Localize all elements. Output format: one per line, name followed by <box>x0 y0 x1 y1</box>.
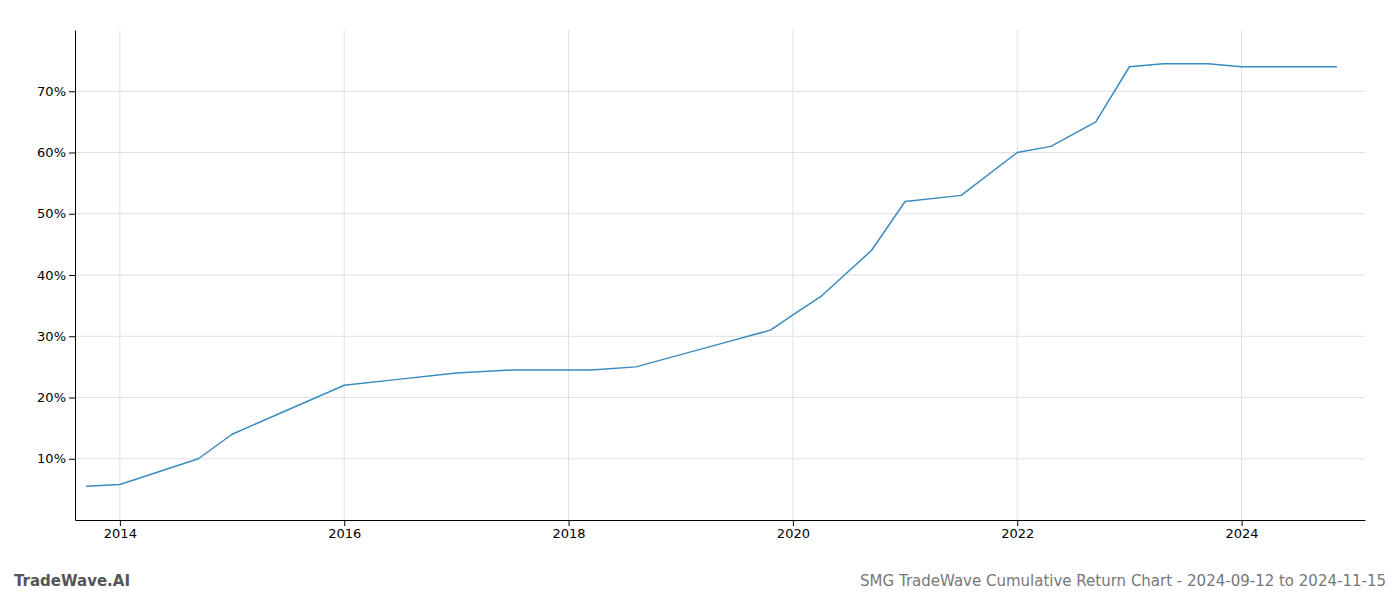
tick-mark <box>344 520 345 526</box>
tick-label: 2020 <box>777 526 810 541</box>
axis-line <box>75 31 76 521</box>
tick-mark <box>69 459 75 460</box>
tick: 2016 <box>328 520 361 541</box>
tick: 40% <box>37 268 75 283</box>
tick-label: 60% <box>37 145 66 160</box>
tick-label: 40% <box>37 268 66 283</box>
tick-label: 70% <box>37 84 66 99</box>
tick: 20% <box>37 390 75 405</box>
tick: 30% <box>37 329 75 344</box>
tick: 2020 <box>777 520 810 541</box>
tick-label: 2014 <box>104 526 137 541</box>
grid-line <box>75 275 1365 276</box>
tick: 2022 <box>1001 520 1034 541</box>
tick-mark <box>69 153 75 154</box>
tick-mark <box>1017 520 1018 526</box>
title: SMG TradeWave Cumulative Return Chart - … <box>860 572 1386 590</box>
tick-label: 2018 <box>553 526 586 541</box>
tick-mark <box>120 520 121 526</box>
grid-line <box>75 91 1365 92</box>
tick-mark <box>69 91 75 92</box>
tick-mark <box>69 275 75 276</box>
tick-label: 30% <box>37 329 66 344</box>
tick-label: 2024 <box>1226 526 1259 541</box>
tick: 2018 <box>553 520 586 541</box>
marks <box>86 64 1337 487</box>
y-axis: 10% 20% 30% 40% 50% 60% 70% <box>37 31 75 521</box>
tick-label: 10% <box>37 451 66 466</box>
tick-mark <box>69 214 75 215</box>
tick-mark <box>569 520 570 526</box>
tick-label: 2022 <box>1001 526 1034 541</box>
tick: 2014 <box>104 520 137 541</box>
tick-label: 20% <box>37 390 66 405</box>
tick-mark <box>69 336 75 337</box>
axis-line <box>76 520 1366 521</box>
tick-mark <box>1242 520 1243 526</box>
x-axis: 2014 2016 2018 2020 2022 2024 <box>76 520 1366 541</box>
tick: 10% <box>37 451 75 466</box>
tick-mark <box>69 398 75 399</box>
chart: 2014 2016 2018 2020 2022 2024 10% 20% 30% 40% 50% 6… <box>0 0 1400 600</box>
tick-label: 2016 <box>328 526 361 541</box>
tick-label: 50% <box>37 206 66 221</box>
tick-mark <box>793 520 794 526</box>
tick: 50% <box>37 206 75 221</box>
grid-line <box>75 458 1365 459</box>
tick: 2024 <box>1226 520 1259 541</box>
line <box>86 64 1337 487</box>
tick: 60% <box>37 145 75 160</box>
plot-area: 2014 2016 2018 2020 2022 2024 10% 20% 30% 40% 50% 6… <box>37 30 1365 541</box>
grid-line <box>75 397 1365 398</box>
tick: 70% <box>37 84 75 99</box>
grid-line <box>75 213 1365 214</box>
watermark: TradeWave.AI <box>14 572 130 590</box>
grid-line <box>75 152 1365 153</box>
grid-line <box>75 336 1365 337</box>
grid <box>75 30 1365 520</box>
